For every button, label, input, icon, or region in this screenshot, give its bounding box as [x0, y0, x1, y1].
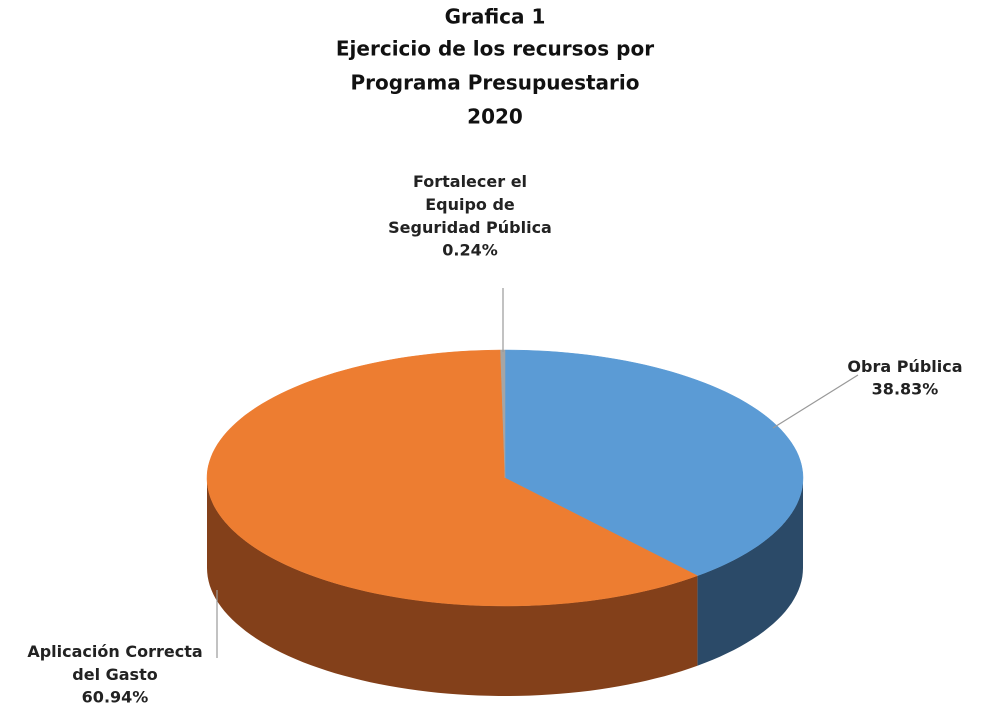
slice-side	[697, 478, 803, 666]
data-label-line: Fortalecer el	[413, 172, 527, 191]
data-label-line: Equipo de	[425, 195, 515, 214]
data-value-label: 0.24%	[442, 241, 498, 260]
data-label-line: Obra Pública	[847, 357, 962, 376]
chart-title: 2020	[467, 105, 523, 129]
slice-side	[207, 478, 698, 696]
data-label: Obra Pública	[847, 357, 962, 376]
slice	[206, 349, 699, 607]
data-label: Aplicación Correcta del Gasto	[27, 642, 202, 684]
chart-title: Programa Presupuestario	[350, 71, 639, 95]
leader-line	[772, 374, 859, 429]
data-value-label: 38.83%	[872, 380, 939, 399]
data-label: Fortalecer el Equipo de Seguridad Pública	[388, 172, 552, 237]
slice	[504, 349, 804, 576]
data-label-line: Aplicación Correcta	[27, 642, 202, 661]
data-value-label: 60.94%	[82, 688, 149, 707]
data-label-line: del Gasto	[72, 665, 157, 684]
data-label-line: Seguridad Pública	[388, 218, 552, 237]
chart-title: Ejercicio de los recursos por	[336, 37, 654, 61]
chart-title: Grafica 1	[445, 5, 546, 29]
